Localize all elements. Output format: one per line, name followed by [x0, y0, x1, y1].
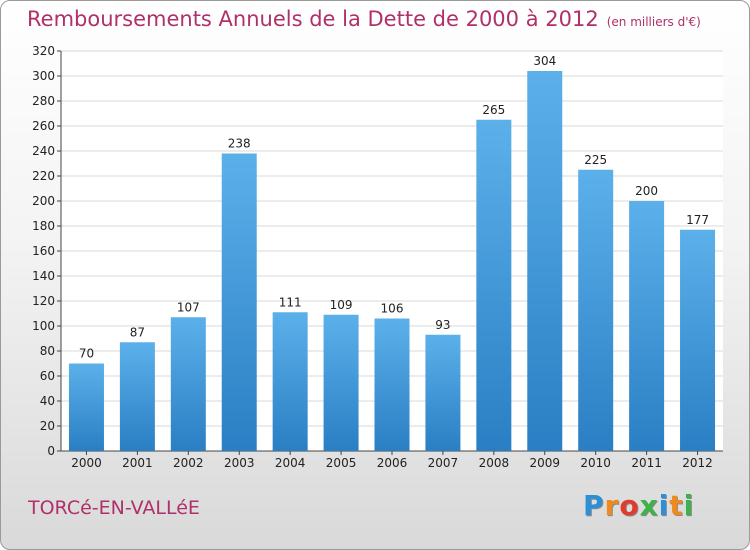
x-tick-label: 2012	[682, 456, 713, 470]
bar	[119, 342, 155, 451]
bar	[629, 201, 665, 451]
x-tick-label: 2007	[428, 456, 459, 470]
y-tick-label: 300	[32, 69, 55, 83]
y-tick-label: 260	[32, 119, 55, 133]
y-tick-label: 200	[32, 194, 55, 208]
bar	[323, 314, 359, 451]
bar	[374, 318, 410, 451]
data-label: 177	[686, 213, 709, 227]
bar	[272, 312, 308, 451]
logo-letter: o	[619, 489, 640, 522]
y-tick-label: 60	[40, 369, 55, 383]
logo-letter: x	[639, 489, 659, 522]
x-tick-label: 2002	[173, 456, 204, 470]
unit-label: (en milliers d'€)	[606, 15, 701, 29]
y-tick-label: 220	[32, 169, 55, 183]
data-label: 107	[177, 300, 200, 314]
bar	[170, 317, 206, 451]
data-label: 106	[381, 302, 404, 316]
y-tick-label: 20	[40, 419, 55, 433]
x-tick-label: 2001	[122, 456, 153, 470]
y-tick-label: 180	[32, 219, 55, 233]
y-tick-label: 80	[40, 344, 55, 358]
commune-name: TORCé-EN-VALLéE	[28, 497, 200, 519]
data-label: 93	[435, 318, 450, 332]
x-tick-label: 2005	[326, 456, 357, 470]
data-label: 265	[482, 103, 505, 117]
proxiti-logo: Proxiti	[583, 489, 694, 522]
x-tick-label: 2011	[631, 456, 662, 470]
data-label: 200	[635, 184, 658, 198]
y-tick-label: 280	[32, 94, 55, 108]
logo-letter: i	[683, 489, 695, 522]
x-tick-label: 2003	[224, 456, 255, 470]
bar	[425, 334, 461, 451]
bar	[221, 153, 257, 451]
x-tick-label: 2009	[529, 456, 560, 470]
data-label: 238	[228, 137, 251, 151]
x-tick-label: 2000	[71, 456, 102, 470]
x-tick-label: 2004	[275, 456, 306, 470]
logo-letter: r	[604, 489, 620, 522]
bar	[527, 71, 563, 451]
logo-letter: i	[658, 489, 670, 522]
data-label: 70	[79, 347, 94, 361]
bar	[680, 229, 716, 451]
y-tick-label: 120	[32, 294, 55, 308]
y-tick-label: 100	[32, 319, 55, 333]
logo-letter: P	[583, 489, 605, 522]
bar	[476, 119, 512, 451]
y-tick-label: 40	[40, 394, 55, 408]
data-label: 109	[330, 298, 353, 312]
y-tick-label: 240	[32, 144, 55, 158]
data-label: 87	[130, 325, 145, 339]
y-tick-label: 0	[47, 444, 55, 458]
chart-title: Remboursements Annuels de la Dette de 20…	[27, 7, 701, 31]
data-label: 111	[279, 295, 302, 309]
bar	[68, 363, 104, 451]
y-tick-label: 320	[32, 44, 55, 58]
x-tick-label: 2006	[377, 456, 408, 470]
bar	[578, 169, 614, 451]
x-tick-label: 2008	[479, 456, 510, 470]
x-tick-label: 2010	[580, 456, 611, 470]
title-text: Remboursements Annuels de la Dette de 20…	[27, 7, 599, 31]
y-tick-label: 140	[32, 269, 55, 283]
data-label: 304	[533, 54, 556, 68]
y-tick-label: 160	[32, 244, 55, 258]
logo-letter: t	[669, 489, 684, 522]
data-label: 225	[584, 153, 607, 167]
